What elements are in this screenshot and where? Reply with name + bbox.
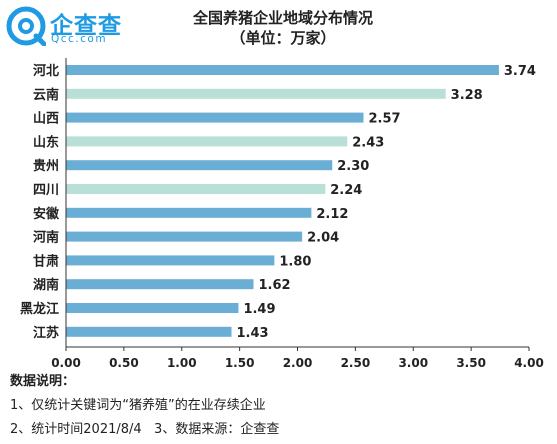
data-label: 3.28	[451, 88, 483, 103]
x-tick-label: 4.00	[514, 356, 544, 370]
category-label: 山西	[33, 111, 59, 127]
x-tick-label: 2.00	[283, 356, 313, 370]
qcc-logo: 企查查 Qcc.com	[6, 5, 126, 47]
data-notes: 数据说明： 1、仅统计关键词为“猪养殖”的在业存续企业 2、统计时间2021/8…	[10, 372, 279, 444]
x-tick-label: 1.50	[225, 356, 255, 370]
bar	[66, 160, 333, 171]
category-label: 山东	[33, 134, 59, 150]
bar	[66, 88, 446, 99]
x-tick-label: 3.50	[456, 356, 486, 370]
x-tick-label: 1.00	[167, 356, 197, 370]
category-label: 河北	[33, 63, 59, 79]
bar	[66, 184, 326, 194]
bar	[66, 303, 239, 313]
bar	[66, 279, 254, 290]
bar	[66, 255, 275, 266]
category-label: 江苏	[33, 325, 59, 341]
x-tick-label: 2.50	[341, 356, 371, 370]
x-tick-label: 0.50	[109, 356, 139, 370]
bar	[66, 112, 364, 123]
logo-brand-name: 企查查	[50, 13, 122, 39]
data-label: 2.57	[368, 112, 400, 127]
chart-subtitle: （单位：万家）	[230, 29, 336, 47]
chart-title: 全国养猪企业地域分布情况	[192, 9, 373, 27]
notes-line-1: 1、仅统计关键词为“猪养殖”的在业存续企业	[10, 398, 266, 413]
category-label: 湖南	[33, 277, 59, 293]
data-label: 2.04	[307, 231, 339, 246]
bar	[66, 326, 232, 337]
data-label: 2.30	[337, 159, 369, 174]
category-label: 云南	[33, 87, 59, 103]
bar	[66, 207, 312, 218]
data-label: 2.24	[330, 183, 362, 198]
x-tick-label: 0.00	[51, 356, 81, 370]
category-label: 四川	[33, 183, 59, 198]
bar	[66, 65, 499, 75]
data-label: 1.62	[259, 278, 291, 293]
logo-brand-domain: Qcc.com	[51, 33, 108, 45]
category-label: 贵州	[33, 158, 59, 174]
bar	[66, 231, 303, 242]
category-label: 黑龙江	[20, 301, 59, 317]
data-label: 3.74	[504, 64, 536, 79]
bar	[66, 136, 348, 147]
data-label: 2.12	[316, 207, 348, 222]
bar-chart: 河北 3.74 云南 3.28 山西 2.57 山东 2.43 贵州 2.30 四川 2.24 安徽 2.…	[20, 58, 544, 370]
data-label: 1.80	[279, 254, 311, 269]
notes-heading: 数据说明：	[10, 374, 76, 389]
data-label: 1.43	[237, 326, 269, 341]
qcc-logo-icon	[6, 6, 46, 46]
category-label: 甘肃	[33, 253, 59, 269]
data-label: 2.43	[352, 135, 384, 150]
category-label: 安徽	[33, 206, 60, 222]
x-tick-label: 3.00	[398, 356, 428, 370]
category-label: 河南	[33, 230, 59, 246]
notes-line-2: 2、统计时间2021/8/4 3、数据来源：企查查	[10, 422, 280, 437]
data-label: 1.49	[243, 302, 275, 317]
